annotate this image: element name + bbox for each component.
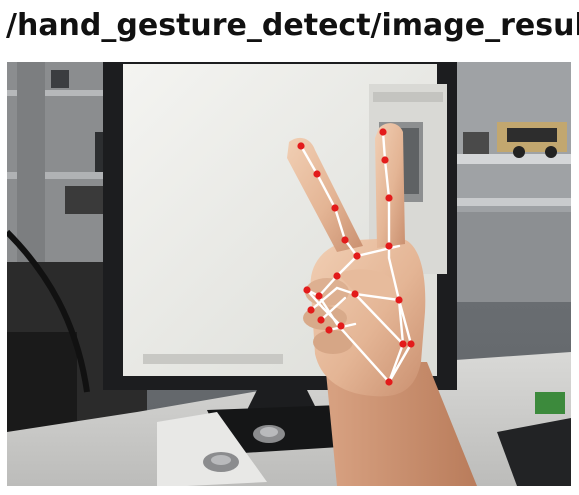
landmark-point	[381, 156, 389, 164]
topic-title: /hand_gesture_detect/image_result	[6, 8, 579, 43]
index-finger	[287, 137, 363, 252]
landmark-point	[337, 322, 345, 330]
landmark-point	[385, 378, 393, 386]
landmark-point	[331, 204, 339, 212]
landmark-point	[379, 128, 387, 136]
landmark-point	[399, 340, 407, 348]
landmark-point	[385, 194, 393, 202]
landmark-point	[353, 252, 361, 260]
landmark-point	[395, 296, 403, 304]
landmark-point	[351, 290, 359, 298]
landmark-point	[325, 326, 333, 334]
landmark-points	[297, 128, 415, 386]
landmark-point	[303, 286, 311, 294]
landmark-point	[297, 142, 305, 150]
landmark-point	[407, 340, 415, 348]
image-result-frame[interactable]	[7, 62, 571, 486]
landmark-point	[315, 292, 323, 300]
landmark-point	[333, 272, 341, 280]
landmark-point	[307, 306, 315, 314]
landmark-point	[313, 170, 321, 178]
landmark-point	[341, 236, 349, 244]
middle-finger	[375, 123, 405, 248]
landmark-point	[385, 242, 393, 250]
camera-image	[7, 62, 571, 486]
landmark-point	[317, 316, 325, 324]
